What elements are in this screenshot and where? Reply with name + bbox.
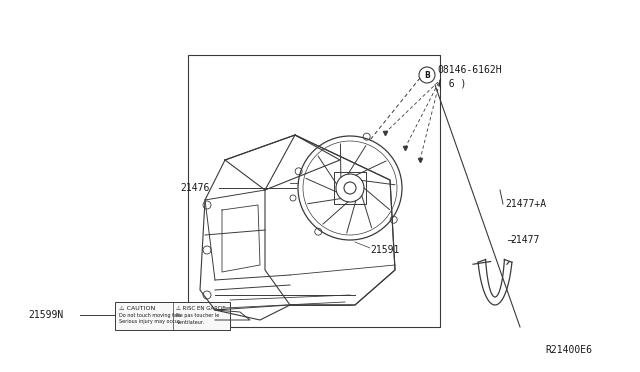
- Text: 08146-6162H: 08146-6162H: [437, 65, 502, 75]
- Text: 21591: 21591: [370, 245, 399, 255]
- Text: ⚠ CAUTION: ⚠ CAUTION: [119, 305, 156, 311]
- Text: R21400E6: R21400E6: [545, 345, 592, 355]
- Text: ⚠ RISC EN GARDE: ⚠ RISC EN GARDE: [177, 305, 226, 311]
- Text: ( 6 ): ( 6 ): [437, 79, 467, 89]
- Text: 21477: 21477: [510, 235, 540, 245]
- Text: 21477+A: 21477+A: [505, 199, 546, 209]
- Text: B: B: [424, 71, 430, 80]
- Text: Ne pas toucher le: Ne pas toucher le: [177, 314, 220, 318]
- Text: 21476: 21476: [180, 183, 209, 193]
- Bar: [188, 55, 440, 327]
- Text: Serious injury may occur.: Serious injury may occur.: [119, 320, 181, 324]
- Text: Do not touch moving fan.: Do not touch moving fan.: [119, 314, 182, 318]
- Text: ventilateur.: ventilateur.: [177, 320, 205, 324]
- Bar: [334, 172, 366, 204]
- Text: 21599N: 21599N: [28, 310, 63, 320]
- Bar: [115, 302, 230, 330]
